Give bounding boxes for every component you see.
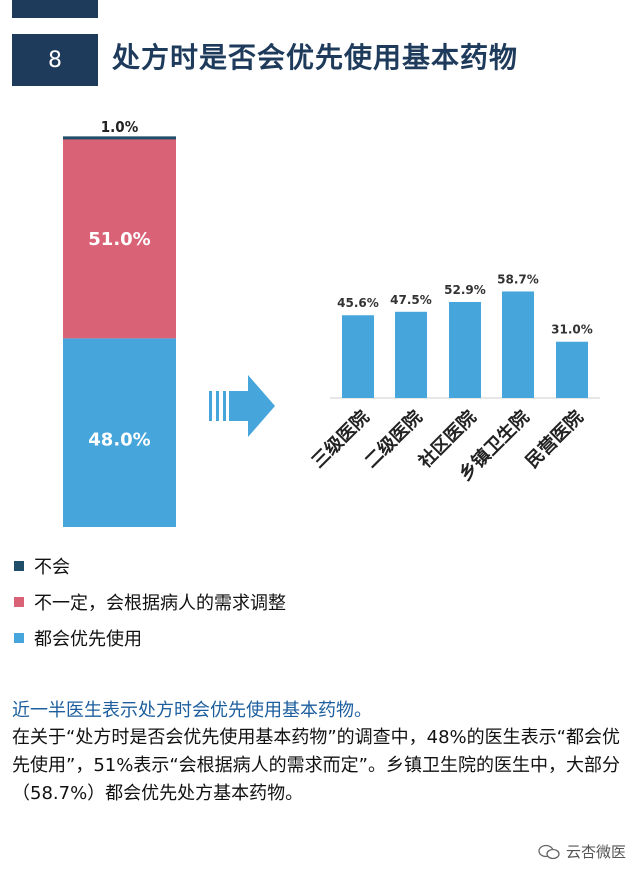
bar (395, 311, 427, 398)
wechat-icon (538, 844, 560, 859)
arrow-icon (209, 375, 275, 437)
stacked-bar-chart: 48.0% 51.0% 1.0% (63, 118, 275, 527)
bar (556, 341, 588, 398)
data-label: 31.0% (551, 323, 593, 337)
legend-label: 不会 (34, 557, 70, 578)
page-title: 处方时是否会优先使用基本药物 (112, 41, 519, 74)
legend-item: 不会 (14, 548, 286, 584)
bar (342, 315, 374, 398)
category-label: 三级医院 (307, 406, 373, 472)
summary-body: 在关于“处方时是否会优先使用基本药物”的调查中，48%的医生表示“都会优先使用”… (12, 727, 620, 804)
legend-item: 不一定，会根据病人的需求调整 (14, 584, 286, 620)
watermark-text: 云杏微医 (565, 843, 626, 861)
data-label: 47.5% (390, 293, 432, 307)
legend-label: 不一定，会根据病人的需求调整 (34, 593, 286, 614)
legend-swatch (14, 561, 24, 571)
summary-headline: 近一半医生表示处方时会优先使用基本药物。 (12, 700, 372, 721)
stack-label: 1.0% (101, 118, 139, 136)
data-label: 45.6% (337, 296, 379, 310)
legend: 不会 不一定，会根据病人的需求调整 都会优先使用 (14, 548, 286, 656)
stack-label: 48.0% (88, 429, 150, 450)
summary: 近一半医生表示处方时会优先使用基本药物。 在关于“处方时是否会优先使用基本药物”… (12, 697, 632, 808)
stack-segment (63, 137, 176, 339)
arrow-stripe (209, 391, 212, 421)
legend-swatch (14, 633, 24, 643)
header-top-bar (12, 0, 98, 18)
legend-label: 都会优先使用 (34, 629, 142, 650)
category-label: 二级医院 (360, 406, 426, 472)
section-number: 8 (12, 34, 98, 86)
stack-segment (63, 338, 176, 527)
bar (502, 291, 534, 398)
hospital-bar-chart: 45.6%三级医院47.5%二级医院52.9%社区医院58.7%乡镇卫生院31.… (307, 272, 600, 485)
arrow-head (229, 375, 275, 437)
data-label: 52.9% (444, 283, 486, 297)
category-label: 民营医院 (521, 406, 587, 472)
arrow-stripe (223, 391, 226, 421)
stack-label: 51.0% (88, 229, 150, 250)
bar (449, 301, 481, 398)
watermark: 云杏微医 (538, 841, 626, 862)
legend-swatch (14, 597, 24, 607)
data-label: 58.7% (497, 272, 539, 286)
arrow-stripe (216, 391, 219, 421)
legend-item: 都会优先使用 (14, 620, 286, 656)
